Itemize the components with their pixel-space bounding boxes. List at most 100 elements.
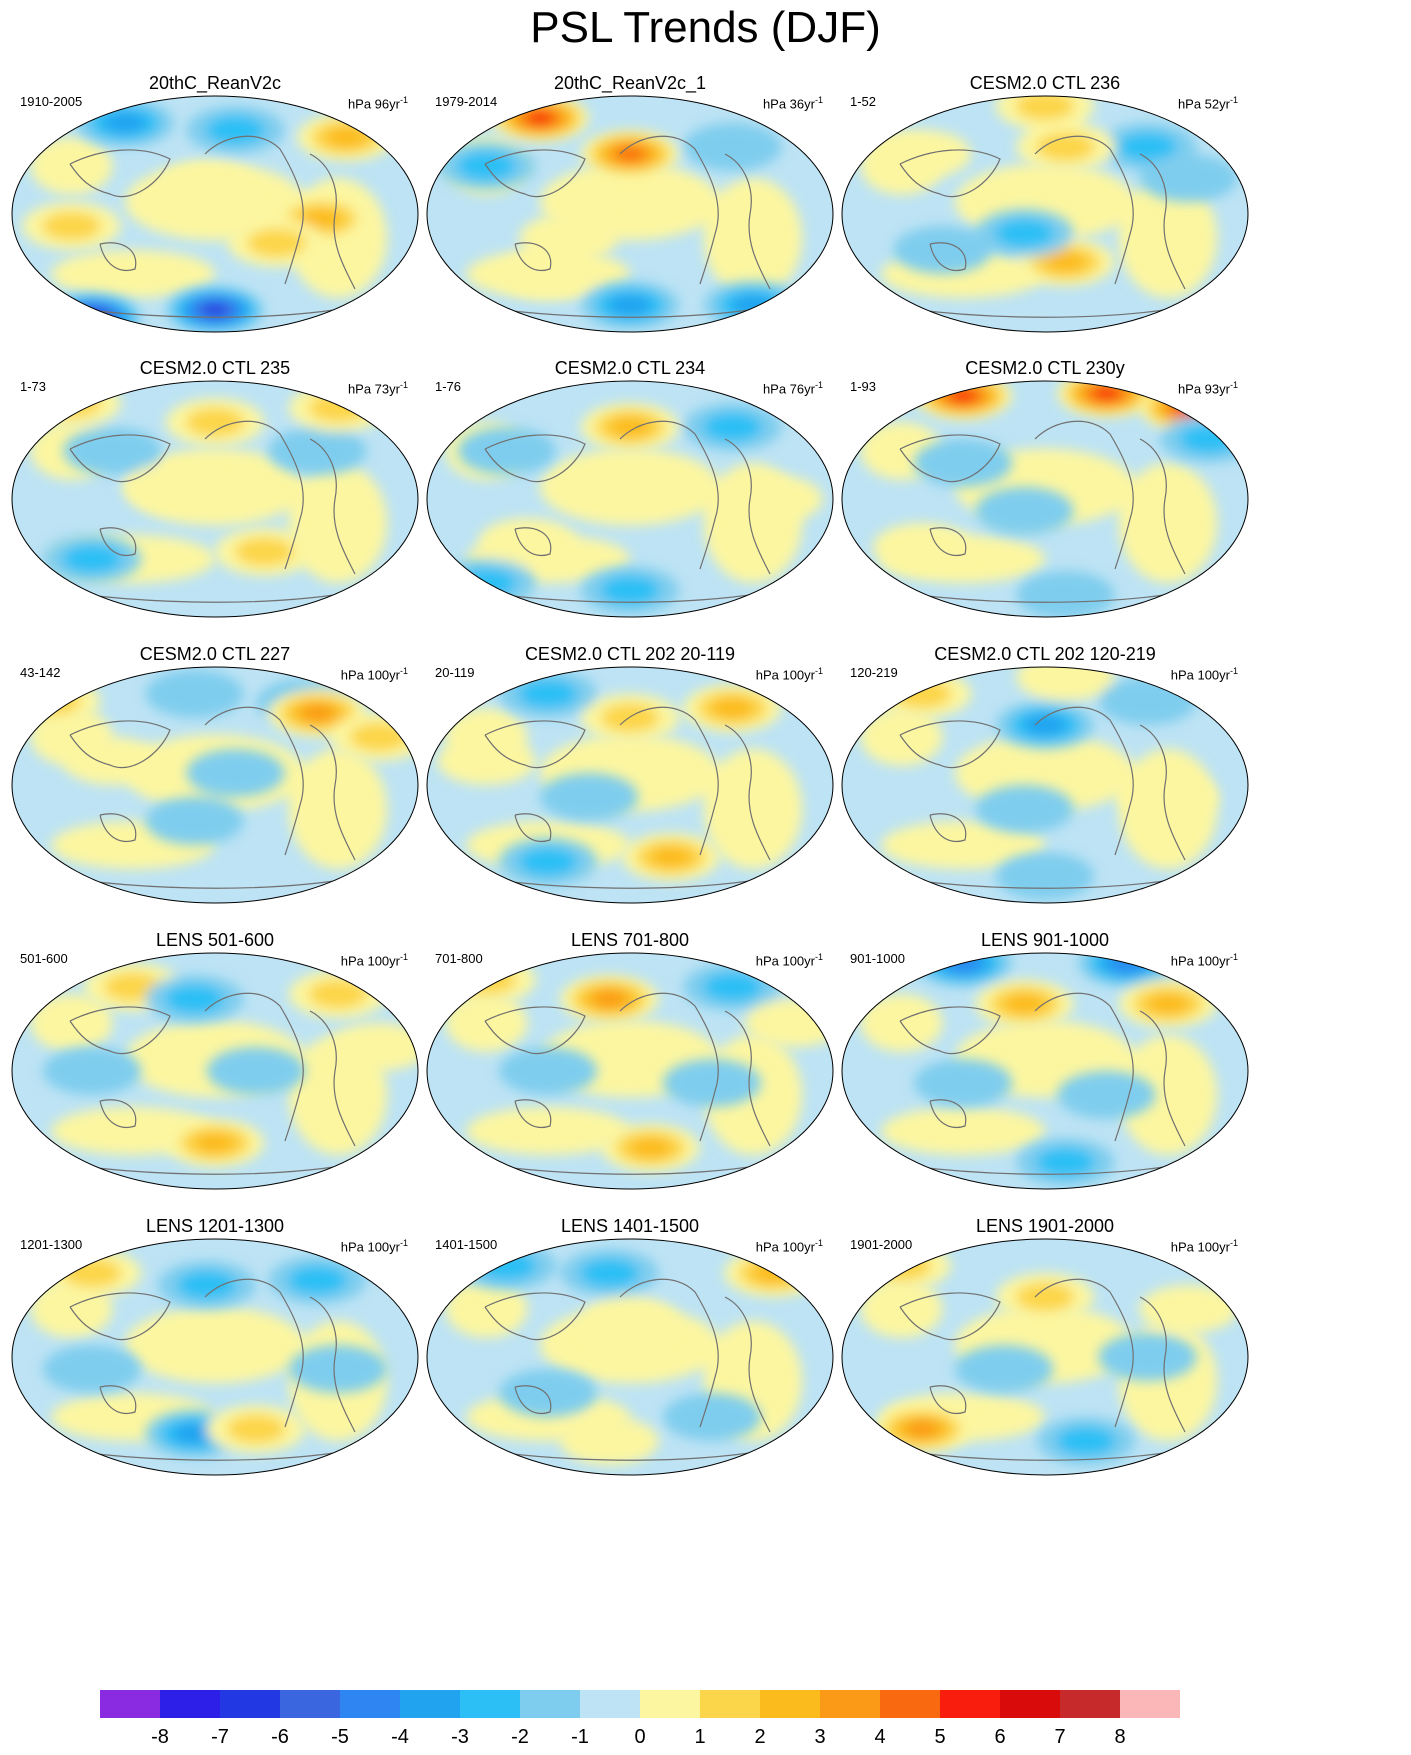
anomaly-contour [124,463,224,511]
panel-units: hPa 52yr-1 [1177,95,1238,112]
anomaly-contour [300,208,343,230]
coastline [619,135,719,285]
coastline [69,434,171,483]
anomaly-contour [268,427,367,475]
anomaly-contour [42,1047,142,1095]
anomaly-contour [600,703,660,733]
panel-year-range: 1201-1300 [20,1237,83,1252]
anomaly-contour [913,1059,1013,1107]
contour-zone [703,749,803,869]
anomaly-contour [608,416,652,438]
anomaly-contour [226,1414,286,1444]
anomaly-contour [1095,387,1118,399]
map-plot [426,380,834,618]
panel-year-range: 1-76 [435,379,462,394]
page-title: PSL Trends (DJF) [530,3,881,52]
map-plot [426,952,834,1190]
panel-title: CESM2.0 CTL 230y [965,358,1125,378]
coastline [724,153,771,290]
coastline [484,434,586,483]
coastline [929,242,967,271]
coastline [909,590,1191,603]
panel-units: hPa 93yr-1 [1177,380,1238,397]
coastline [484,720,586,769]
coastline [99,527,137,556]
coastline [619,1278,719,1428]
anomaly-contour [1015,96,1075,121]
anomaly-contour [951,390,975,402]
anomaly-contour [600,575,660,605]
coastline [1034,1278,1134,1428]
map-panel: CESM2.0 CTL 234 1-76 hPa 76yr-1 [425,357,835,677]
panel-units: hPa 100yr-1 [340,1238,408,1255]
coastline [1139,1296,1186,1433]
anomaly-contour [349,722,409,752]
coastline [619,420,719,570]
coastline [1139,724,1186,861]
anomaly-contour [975,487,1074,535]
anomaly-contour [203,304,227,316]
anomaly-contour [871,1251,932,1281]
panel-units: hPa 73yr-1 [347,380,408,397]
anomaly-contour [662,1393,762,1441]
map-plot [11,380,419,618]
anomaly-contour [519,214,618,262]
panel-title: CESM2.0 CTL 227 [139,644,291,664]
map-panel: CESM2.0 CTL 230y 1-93 hPa 93yr-1 [840,357,1250,677]
contour-zone [1118,1035,1218,1155]
panel-title: CESM2.0 CTL 234 [554,358,706,378]
panel-title: LENS 501-600 [155,930,275,950]
map-panel: 20thC_ReanV2c_1 1979-2014 hPa 36yr-1 [425,72,835,392]
coastline [1139,438,1186,575]
anomaly-contour [995,852,1095,901]
anomaly-contour [498,1369,598,1417]
colorbar-tick-label: -3 [451,1726,469,1748]
anomaly-contour [1016,571,1115,617]
colorbar-tick-label: 5 [934,1726,946,1748]
anomaly-contour [41,211,102,241]
panel-units: hPa 100yr-1 [1170,1238,1238,1255]
coastline [309,438,356,575]
coastline [99,1385,137,1414]
colorbar-box [1120,1690,1180,1718]
anomaly-contour [1098,1333,1197,1381]
map-border [841,1238,1249,1476]
anomaly-contour [954,1345,1054,1393]
panel-units: hPa 96yr-1 [347,95,408,112]
panel-title: CESM2.0 CTL 235 [139,358,291,378]
panel-title: CESM2.0 CTL 236 [969,73,1121,93]
panel-year-range: 1-73 [20,379,47,394]
map-panel: LENS 701-800 701-800 hPa 100yr-1 [425,929,835,1249]
anomaly-contour [63,427,162,475]
anomaly-contour [185,407,245,437]
anomaly-contour [478,518,577,567]
panel-year-range: 43-142 [20,665,61,680]
colorbar-box [520,1690,580,1718]
coastline [929,1385,967,1414]
contour-zone [881,821,1045,869]
map-border [426,666,834,904]
map-plot [841,380,1249,618]
map-panel: CESM2.0 CTL 202 20-119 20-119 hPa 100yr-1 [425,643,835,963]
anomaly-contour [164,984,225,1014]
anomaly-contour [325,126,368,148]
colorbar-box [580,1690,640,1718]
anomaly-contour [477,1251,537,1281]
panel-year-range: 1979-2014 [435,94,498,109]
map-plot [841,952,1249,1190]
coastline [514,1385,552,1414]
panel-units: hPa 100yr-1 [755,952,823,969]
anomaly-contour [157,161,256,210]
anomaly-contour [193,1132,237,1154]
anomaly-contour [649,846,693,868]
colorbar-box [100,1690,160,1718]
coastline [309,724,356,861]
coastline [99,242,137,271]
anomaly-contour [724,475,823,523]
coastline [619,992,719,1142]
anomaly-contour [498,1047,598,1095]
coastline [1034,135,1134,285]
coastline [494,590,776,603]
map-border [426,952,834,1190]
anomaly-contour [69,306,115,329]
